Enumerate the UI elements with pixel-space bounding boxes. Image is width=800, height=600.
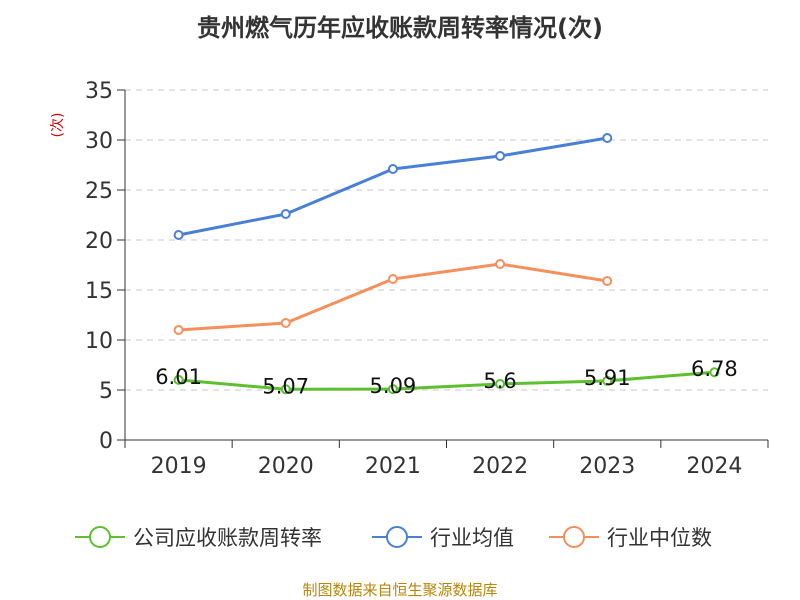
source-note: 制图数据来自恒生聚源数据库: [302, 581, 497, 599]
x-tick-label: 2020: [258, 454, 314, 479]
data-point: [280, 384, 291, 395]
series-1: [173, 133, 613, 240]
chart-title: 贵州燃气历年应收账款周转率情况(次): [197, 14, 603, 42]
legend-marker: [563, 526, 585, 548]
data-labels: 6.01 5.07 5.09 5.6 5.91 6.78: [155, 357, 738, 398]
legend-marker: [386, 526, 408, 548]
axes: 0 5 10 15 20 25 30 35 2019 2020 2021 2022 2023 2024: [85, 79, 769, 479]
y-tick-label: 20: [85, 229, 113, 254]
data-point: [387, 164, 398, 174]
y-axis-unit-label: (次): [50, 113, 66, 138]
x-tick-label: 2023: [579, 454, 635, 479]
y-tick-label: 15: [85, 279, 113, 304]
data-point: [602, 276, 613, 286]
legend-item: 行业均值: [372, 526, 514, 550]
y-tick-label: 5: [99, 379, 113, 404]
data-point: [173, 325, 184, 335]
data-point: [173, 230, 184, 240]
legend-item: 公司应收账款周转率: [75, 526, 322, 550]
data-point: [495, 259, 506, 269]
y-tick-label: 30: [85, 129, 113, 154]
legend: 公司应收账款周转率 行业均值 行业中位数: [75, 526, 712, 550]
x-tick-label: 2024: [686, 454, 742, 479]
data-point: [387, 384, 398, 395]
data-label: 6.78: [691, 357, 738, 381]
data-point: [495, 151, 506, 161]
data-label: 5.91: [584, 366, 631, 390]
data-label: 6.01: [155, 365, 202, 389]
series-line: [178, 136, 608, 237]
data-label: 5.6: [483, 369, 516, 393]
legend-label: 行业均值: [430, 526, 514, 550]
y-tick-label: 35: [85, 79, 113, 104]
data-label: 5.09: [370, 374, 417, 398]
data-point: [173, 374, 184, 385]
data-label: 5.07: [262, 374, 309, 398]
y-tick-label: 0: [99, 429, 113, 454]
data-point: [280, 209, 291, 219]
legend-marker: [89, 526, 111, 548]
data-point: [387, 274, 398, 284]
series-lines: [173, 133, 720, 395]
data-point: [709, 367, 720, 378]
series-line: [178, 262, 608, 332]
x-tick-label: 2019: [151, 454, 207, 479]
x-tick-label: 2022: [472, 454, 528, 479]
x-tick-label: 2021: [365, 454, 421, 479]
y-tick-label: 25: [85, 179, 113, 204]
series-0: [173, 367, 720, 395]
data-point: [602, 375, 613, 386]
grid-lines: [125, 89, 768, 391]
legend-label: 公司应收账款周转率: [133, 526, 322, 550]
series-2: [173, 259, 613, 335]
data-point: [495, 379, 506, 389]
legend-label: 行业中位数: [607, 526, 712, 550]
data-point: [280, 318, 291, 328]
legend-item: 行业中位数: [549, 526, 712, 550]
series-line: [178, 370, 715, 391]
data-point: [602, 133, 613, 143]
y-tick-label: 10: [85, 329, 113, 354]
